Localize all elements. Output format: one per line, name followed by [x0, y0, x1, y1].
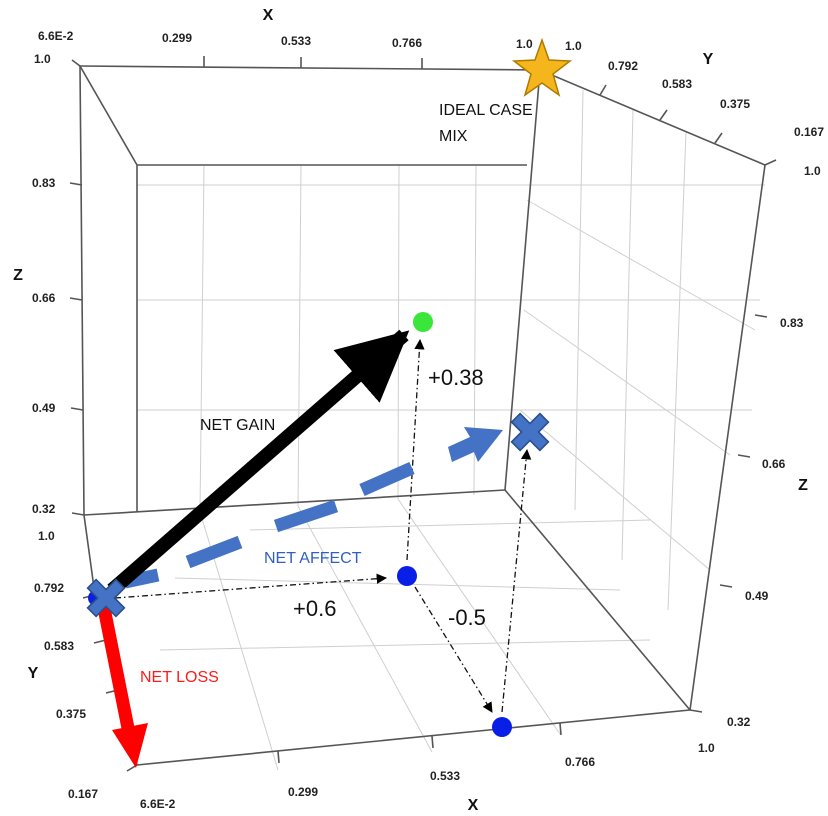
net-gain-arrow — [107, 329, 410, 596]
tick-marks — [69, 56, 777, 772]
x-axis-title-top: X — [263, 7, 274, 24]
net-gain-label: NET GAIN — [200, 417, 275, 434]
projected-point — [492, 717, 512, 737]
z-right-tick: 0.66 — [762, 457, 786, 471]
x-bottom-tick: 0.533 — [430, 769, 460, 783]
z-left-tick: 0.49 — [32, 401, 56, 415]
z-left-tick: 0.32 — [32, 502, 56, 516]
z-left-tick: 0.83 — [32, 176, 56, 190]
x-bottom-tick: 6.6E-2 — [140, 797, 176, 811]
right-wall-grid — [519, 89, 756, 611]
ideal-case-label-line1: IDEAL CASE — [439, 102, 533, 119]
y-left-tick: 0.583 — [44, 639, 74, 653]
projection-lines — [114, 338, 532, 713]
y-right-tick: 0.375 — [720, 97, 750, 111]
x-top-tick: 6.6E-2 — [38, 29, 74, 43]
gain-point — [413, 312, 433, 332]
z-left-tick: 0.66 — [32, 291, 56, 305]
delta-y-label: -0.5 — [448, 605, 486, 630]
y-right-tick: 1.0 — [565, 39, 582, 53]
delta-x-label: +0.6 — [293, 596, 336, 621]
y-left-tick: 0.167 — [68, 787, 98, 801]
net-loss-arrow — [97, 606, 148, 768]
y-right-tick: 0.167 — [794, 125, 824, 139]
y-right-tick: 0.792 — [608, 59, 638, 73]
y-left-tick: 1.0 — [38, 529, 55, 543]
delta-z-label: +0.38 — [428, 365, 484, 390]
z-right-tick: 1.0 — [804, 164, 821, 178]
net-affect-label: NET AFFECT — [264, 550, 362, 567]
y-axis-title-left: Y — [28, 665, 39, 682]
ideal-case-label-line2: MIX — [439, 128, 468, 145]
net-loss-label: NET LOSS — [140, 669, 219, 686]
back-wall-grid — [137, 164, 765, 513]
z-right-tick: 0.49 — [745, 589, 769, 603]
x-top-tick: 0.299 — [162, 31, 192, 45]
y-right-tick: 0.583 — [662, 77, 692, 91]
y-left-tick: 0.792 — [34, 581, 64, 595]
net-affect-arrow — [123, 427, 503, 589]
end-x-marker — [510, 412, 550, 452]
start-x-marker — [86, 578, 126, 618]
x-top-tick: 0.766 — [392, 36, 422, 50]
z-right-tick: 0.32 — [727, 715, 751, 729]
x-bottom-tick: 0.766 — [565, 755, 595, 769]
x-axis-title-bottom: X — [468, 797, 479, 814]
z-axis-title-right: Z — [798, 477, 808, 494]
y-left-tick: 0.375 — [56, 707, 86, 721]
cube-frame — [79, 65, 766, 766]
ideal-star-icon — [511, 37, 573, 97]
z-right-tick: 0.83 — [780, 316, 804, 330]
x-top-tick: 1.0 — [516, 37, 533, 51]
x-bottom-tick: 0.299 — [288, 785, 318, 799]
affect-point — [397, 566, 417, 586]
y-axis-title-right: Y — [703, 51, 714, 68]
z-axis-title-left: Z — [13, 267, 23, 284]
x-top-tick: 0.533 — [281, 34, 311, 48]
z-left-tick: 1.0 — [34, 52, 51, 66]
x-bottom-tick: 1.0 — [698, 741, 715, 755]
